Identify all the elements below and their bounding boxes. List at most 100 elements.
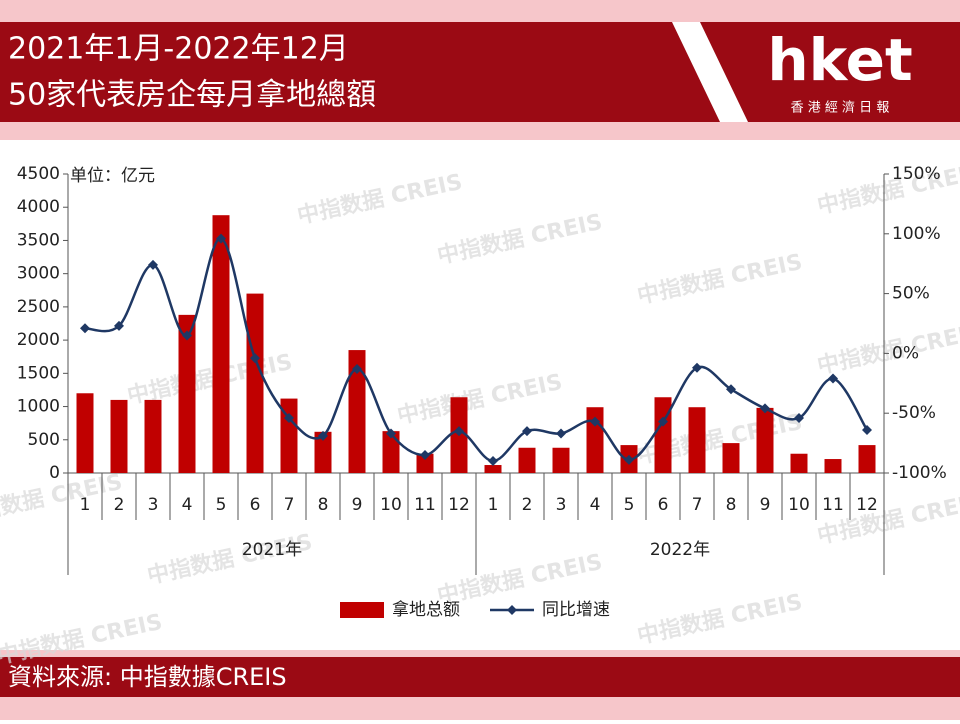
line-marker	[80, 323, 90, 334]
line-marker	[692, 362, 702, 373]
y2-tick-label: 0%	[892, 343, 919, 363]
legend-swatch	[340, 602, 384, 618]
line-marker	[726, 384, 736, 395]
line-marker	[794, 412, 804, 423]
title: 2021年1月-2022年12月	[8, 32, 349, 67]
y-tick-label: 3000	[17, 264, 60, 284]
x-tick-label: 3	[148, 495, 159, 515]
subtitle: 50家代表房企每月拿地總額	[8, 78, 376, 113]
bar	[518, 447, 536, 473]
x-tick-label: 3	[556, 495, 567, 515]
logo-tagline: 香 港 經 濟 日 報	[791, 100, 890, 116]
line-marker	[216, 233, 226, 244]
x-tick-label: 7	[284, 495, 295, 515]
line-marker	[114, 320, 124, 331]
y-tick-label: 2000	[17, 330, 60, 350]
line-marker	[760, 403, 770, 414]
group-label: 2022年	[650, 540, 710, 560]
y2-tick-label: -100%	[892, 463, 947, 483]
line-marker	[318, 430, 328, 441]
bar	[246, 293, 264, 473]
line-marker	[148, 259, 158, 270]
y2-tick-label: 50%	[892, 284, 930, 304]
line-marker	[828, 373, 838, 384]
bar	[110, 399, 128, 473]
x-tick-label: 9	[760, 495, 771, 515]
line-marker	[454, 426, 464, 437]
group-label: 2021年	[242, 540, 302, 560]
bar	[348, 350, 366, 473]
y2-tick-label: 100%	[892, 224, 941, 244]
bar	[790, 453, 808, 473]
bar	[824, 459, 842, 473]
footer-band	[0, 657, 960, 697]
bar	[484, 465, 502, 473]
x-tick-label: 2	[522, 495, 533, 515]
x-tick-label: 1	[488, 495, 499, 515]
bar	[178, 314, 196, 473]
y-tick-label: 2500	[17, 297, 60, 317]
x-tick-label: 8	[726, 495, 737, 515]
x-tick-label: 9	[352, 495, 363, 515]
x-tick-label: 10	[380, 495, 402, 515]
line-marker	[488, 456, 498, 467]
y-tick-label: 4000	[17, 197, 60, 217]
x-tick-label: 4	[182, 495, 193, 515]
y-tick-label: 0	[49, 463, 60, 483]
y2-tick-label: -50%	[892, 403, 936, 423]
bar	[552, 447, 570, 473]
line-marker	[284, 412, 294, 423]
line-marker	[590, 416, 600, 427]
y-tick-label: 1000	[17, 397, 60, 417]
header-stripe	[672, 22, 748, 122]
line-marker	[624, 454, 634, 465]
line-marker	[658, 416, 668, 427]
bar	[382, 431, 400, 473]
line-marker	[862, 424, 872, 435]
legend-label: 拿地总额	[392, 599, 460, 620]
y2-tick-label: 150%	[892, 164, 941, 184]
bar	[314, 431, 332, 473]
bar	[722, 443, 740, 473]
y-tick-label: 3500	[17, 230, 60, 250]
header-band	[0, 22, 960, 122]
y-tick-label: 500	[28, 430, 60, 450]
x-tick-label: 5	[624, 495, 635, 515]
bar	[280, 398, 298, 473]
x-tick-label: 11	[822, 495, 844, 515]
x-tick-label: 2	[114, 495, 125, 515]
x-tick-label: 11	[414, 495, 436, 515]
y-tick-label: 1500	[17, 363, 60, 383]
line-marker	[522, 426, 532, 437]
y-tick-label: 4500	[17, 164, 60, 184]
x-tick-label: 12	[448, 495, 470, 515]
x-tick-label: 8	[318, 495, 329, 515]
bar	[858, 445, 876, 473]
x-tick-label: 1	[80, 495, 91, 515]
x-tick-label: 10	[788, 495, 810, 515]
x-tick-label: 12	[856, 495, 878, 515]
line-marker	[182, 330, 192, 341]
line-marker	[556, 428, 566, 439]
bar	[688, 407, 706, 473]
legend-marker	[507, 605, 517, 615]
x-tick-label: 7	[692, 495, 703, 515]
bar	[416, 453, 434, 473]
line-marker	[420, 450, 430, 461]
logo: hket	[767, 26, 912, 94]
bar	[756, 407, 774, 473]
line-marker	[352, 363, 362, 374]
x-tick-label: 6	[658, 495, 669, 515]
bar	[144, 399, 162, 473]
bar	[76, 393, 94, 473]
plot-background	[0, 140, 960, 650]
x-tick-label: 6	[250, 495, 261, 515]
y-axis-label: 单位：亿元	[70, 166, 155, 186]
x-tick-label: 4	[590, 495, 601, 515]
x-tick-label: 5	[216, 495, 227, 515]
source: 資料來源: 中指數據CREIS	[8, 663, 287, 691]
legend-label: 同比增速	[542, 600, 610, 620]
line-marker	[250, 353, 260, 364]
